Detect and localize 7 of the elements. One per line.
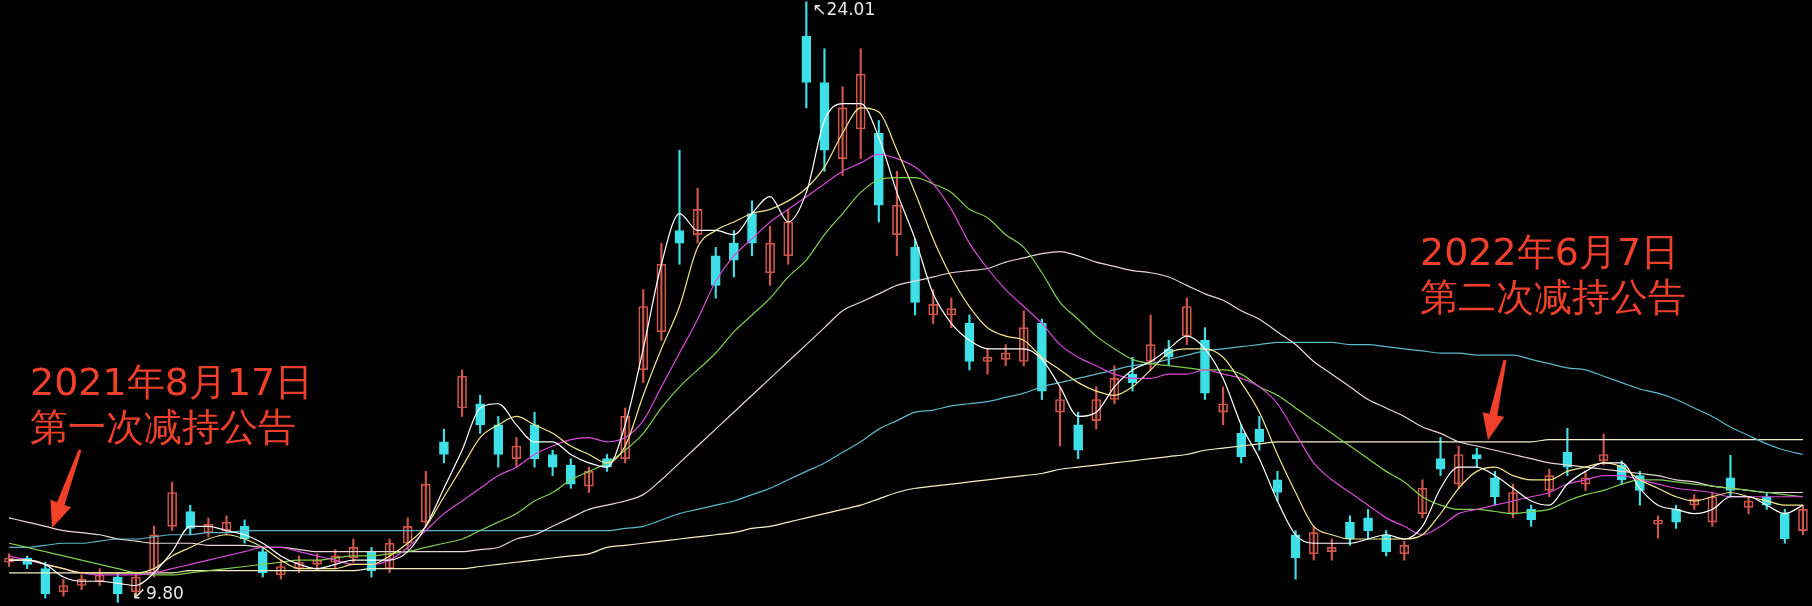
candlestick: [1435, 437, 1446, 476]
annotation: 2021年8月17日: [30, 360, 314, 404]
annotation: ↙9.80: [131, 583, 184, 604]
annotation: 第一次减持公告: [30, 405, 296, 449]
annotation: 2022年6月7日: [1420, 230, 1680, 274]
annotation: ↖24.01: [812, 0, 876, 19]
annotation: 第二次减持公告: [1420, 275, 1686, 319]
